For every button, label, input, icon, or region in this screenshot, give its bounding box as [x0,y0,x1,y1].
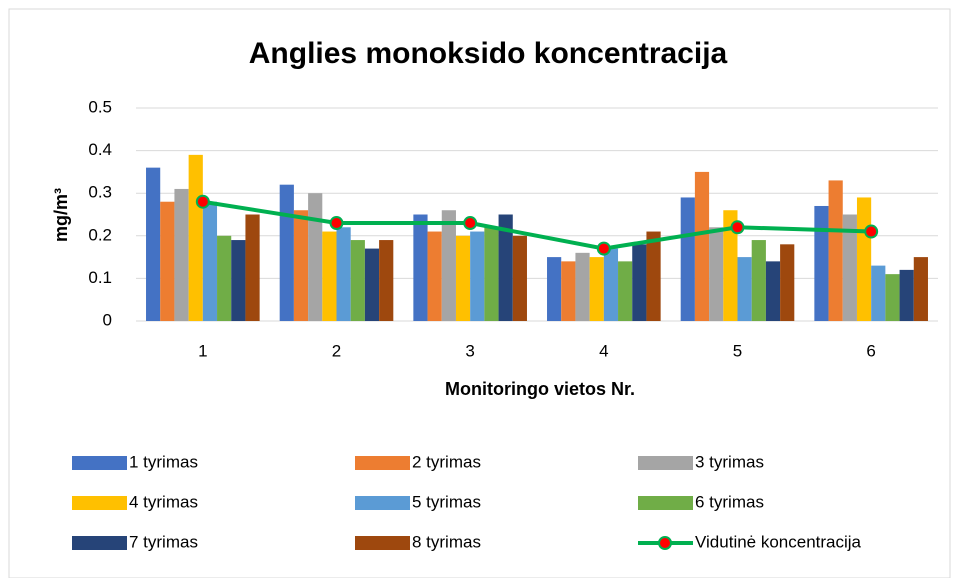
y-tick-label: 0.1 [88,268,112,287]
bar [646,231,661,321]
legend-swatch [355,496,410,510]
x-tick-label: 5 [733,341,742,360]
legend-label: 7 tyrimas [129,532,198,551]
marker [329,216,344,231]
y-axis-title: mg/m³ [51,188,71,242]
bar [484,227,499,321]
legend-swatch [72,496,127,510]
marker [730,220,745,235]
x-tick-label: 4 [599,341,608,360]
legend-swatch [638,456,693,470]
y-tick-label: 0 [103,310,112,329]
legend-label: 8 tyrimas [412,532,481,551]
bar [842,214,857,321]
bar [364,248,380,321]
bar [871,265,886,321]
x-tick-label: 3 [465,341,474,360]
legend-label: Vidutinė koncentracija [695,532,862,551]
legend-swatch [72,456,127,470]
legend-swatch [355,456,410,470]
bar [547,257,562,321]
legend-label: 4 tyrimas [129,492,198,511]
bar [146,167,161,321]
bar [413,214,428,321]
x-axis-title: Monitoringo vietos Nr. [445,379,635,399]
bar [694,171,710,321]
line [202,199,872,251]
legend-label: 1 tyrimas [129,452,198,471]
legend-marker [658,536,672,550]
bar [632,244,647,321]
bar [512,235,527,321]
bar [709,227,724,321]
legend-label: 6 tyrimas [695,492,764,511]
bar [217,235,232,321]
y-tick-label: 0.2 [88,225,112,244]
bar [188,154,203,321]
bar [174,188,189,321]
x-tick-label: 1 [198,341,207,360]
bar [828,180,843,321]
bar [279,184,294,321]
bar [780,244,795,321]
bar [245,214,260,321]
legend-swatch [72,536,127,550]
marker [596,241,611,256]
legend-label: 5 tyrimas [412,492,481,511]
bar [293,210,309,321]
bar [913,257,928,321]
bar [899,269,914,321]
bar [561,261,576,321]
marker [864,224,879,239]
bar [308,193,323,321]
bar [350,240,365,321]
bar [427,231,442,321]
marker [195,194,210,209]
bar [814,205,829,321]
bar [589,257,604,321]
bar [765,261,781,321]
marker [463,216,478,231]
bar [455,235,471,321]
x-tick-label: 2 [332,341,341,360]
bar [441,210,456,321]
bar [470,231,485,321]
bar [680,197,695,321]
legend-swatch [355,536,410,550]
bar [336,227,351,321]
bar [751,240,766,321]
chart-title: Anglies monoksido koncentracija [249,37,728,70]
bar [856,197,872,321]
bar [723,210,738,321]
bar [618,261,633,321]
bar [603,248,619,321]
y-tick-label: 0.3 [88,183,112,202]
legend-label: 3 tyrimas [695,452,764,471]
bar [160,201,175,321]
bar [737,257,752,321]
legend-swatch [638,496,693,510]
bar [231,240,246,321]
bar [885,274,900,321]
x-tick-label: 6 [866,341,875,360]
y-tick-label: 0.5 [88,97,112,116]
bar [379,240,394,321]
bar [322,231,337,321]
y-tick-label: 0.4 [88,140,112,159]
legend-label: 2 tyrimas [412,452,481,471]
bar [575,252,590,321]
bar [202,201,218,321]
bar [498,214,513,321]
